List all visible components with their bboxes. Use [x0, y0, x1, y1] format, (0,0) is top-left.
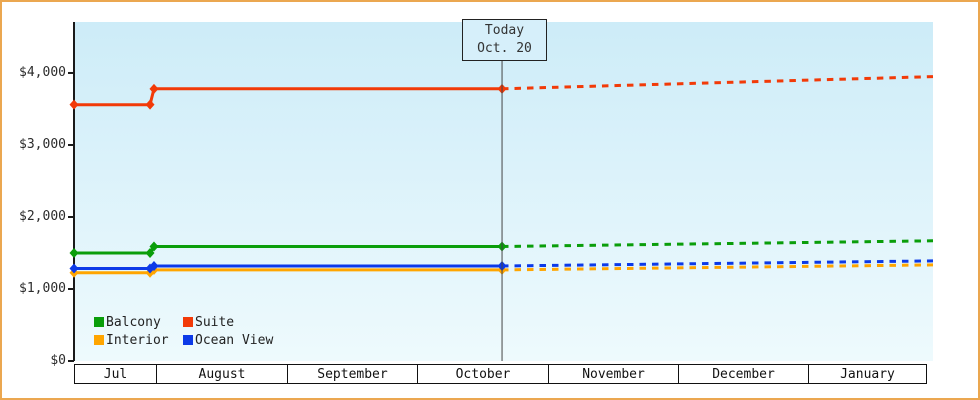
- series-forecast-ocean-view: [501, 259, 934, 268]
- series-forecast-interior: [501, 263, 934, 272]
- series-marker-ocean-view: [149, 260, 159, 271]
- series-forecast-balcony: [501, 239, 934, 248]
- series-marker-balcony: [145, 247, 155, 258]
- series-line-balcony: [74, 245, 502, 255]
- series-marker-suite: [69, 99, 79, 110]
- legend-item-ocean-view: Ocean View: [183, 331, 273, 349]
- series-marker-balcony: [149, 241, 159, 252]
- today-marker-line1: Today: [484, 23, 525, 38]
- y-axis-tick-label: $4,000: [19, 64, 66, 80]
- legend-label-interior: Interior: [106, 332, 169, 348]
- y-axis-tick-label: $0: [50, 353, 66, 368]
- series-marker-suite: [145, 99, 155, 110]
- x-axis-month-october: October: [417, 364, 549, 384]
- x-axis-month-december: December: [678, 364, 809, 384]
- legend-item-suite: Suite: [183, 313, 273, 331]
- series-marker-suite: [149, 83, 159, 94]
- legend-swatch-ocean-view: [183, 335, 193, 345]
- x-axis-month-jul: Jul: [74, 364, 157, 384]
- legend-label-suite: Suite: [195, 314, 235, 330]
- series-line-suite: [74, 87, 502, 107]
- y-axis-tick-label: $3,000: [19, 136, 66, 152]
- plot-area: [74, 22, 933, 361]
- x-axis-month-september: September: [287, 364, 418, 384]
- x-axis-month-november: November: [548, 364, 679, 384]
- chart-legend: Balcony Suite Interior Ocean View: [94, 313, 273, 349]
- series-marker-balcony: [69, 247, 79, 258]
- x-axis-month-january: January: [808, 364, 927, 384]
- series-marker-ocean-view: [69, 263, 79, 274]
- legend-label-balcony: Balcony: [106, 314, 161, 330]
- today-marker-box: Today Oct. 20: [462, 19, 547, 61]
- x-axis-month-row: Jul August September October November Decembe…: [74, 364, 927, 384]
- y-axis-tick-label: $2,000: [19, 208, 66, 224]
- legend-swatch-suite: [183, 317, 193, 327]
- x-axis-month-august: August: [156, 364, 288, 384]
- today-marker-line2: Oct. 20: [477, 41, 532, 56]
- series-forecast-suite: [501, 75, 934, 91]
- legend-swatch-interior: [94, 335, 104, 345]
- legend-label-ocean-view: Ocean View: [195, 332, 274, 348]
- legend-swatch-balcony: [94, 317, 104, 327]
- y-axis-tick-label: $1,000: [19, 280, 66, 296]
- legend-item-interior: Interior: [94, 331, 183, 349]
- legend-item-balcony: Balcony: [94, 313, 183, 331]
